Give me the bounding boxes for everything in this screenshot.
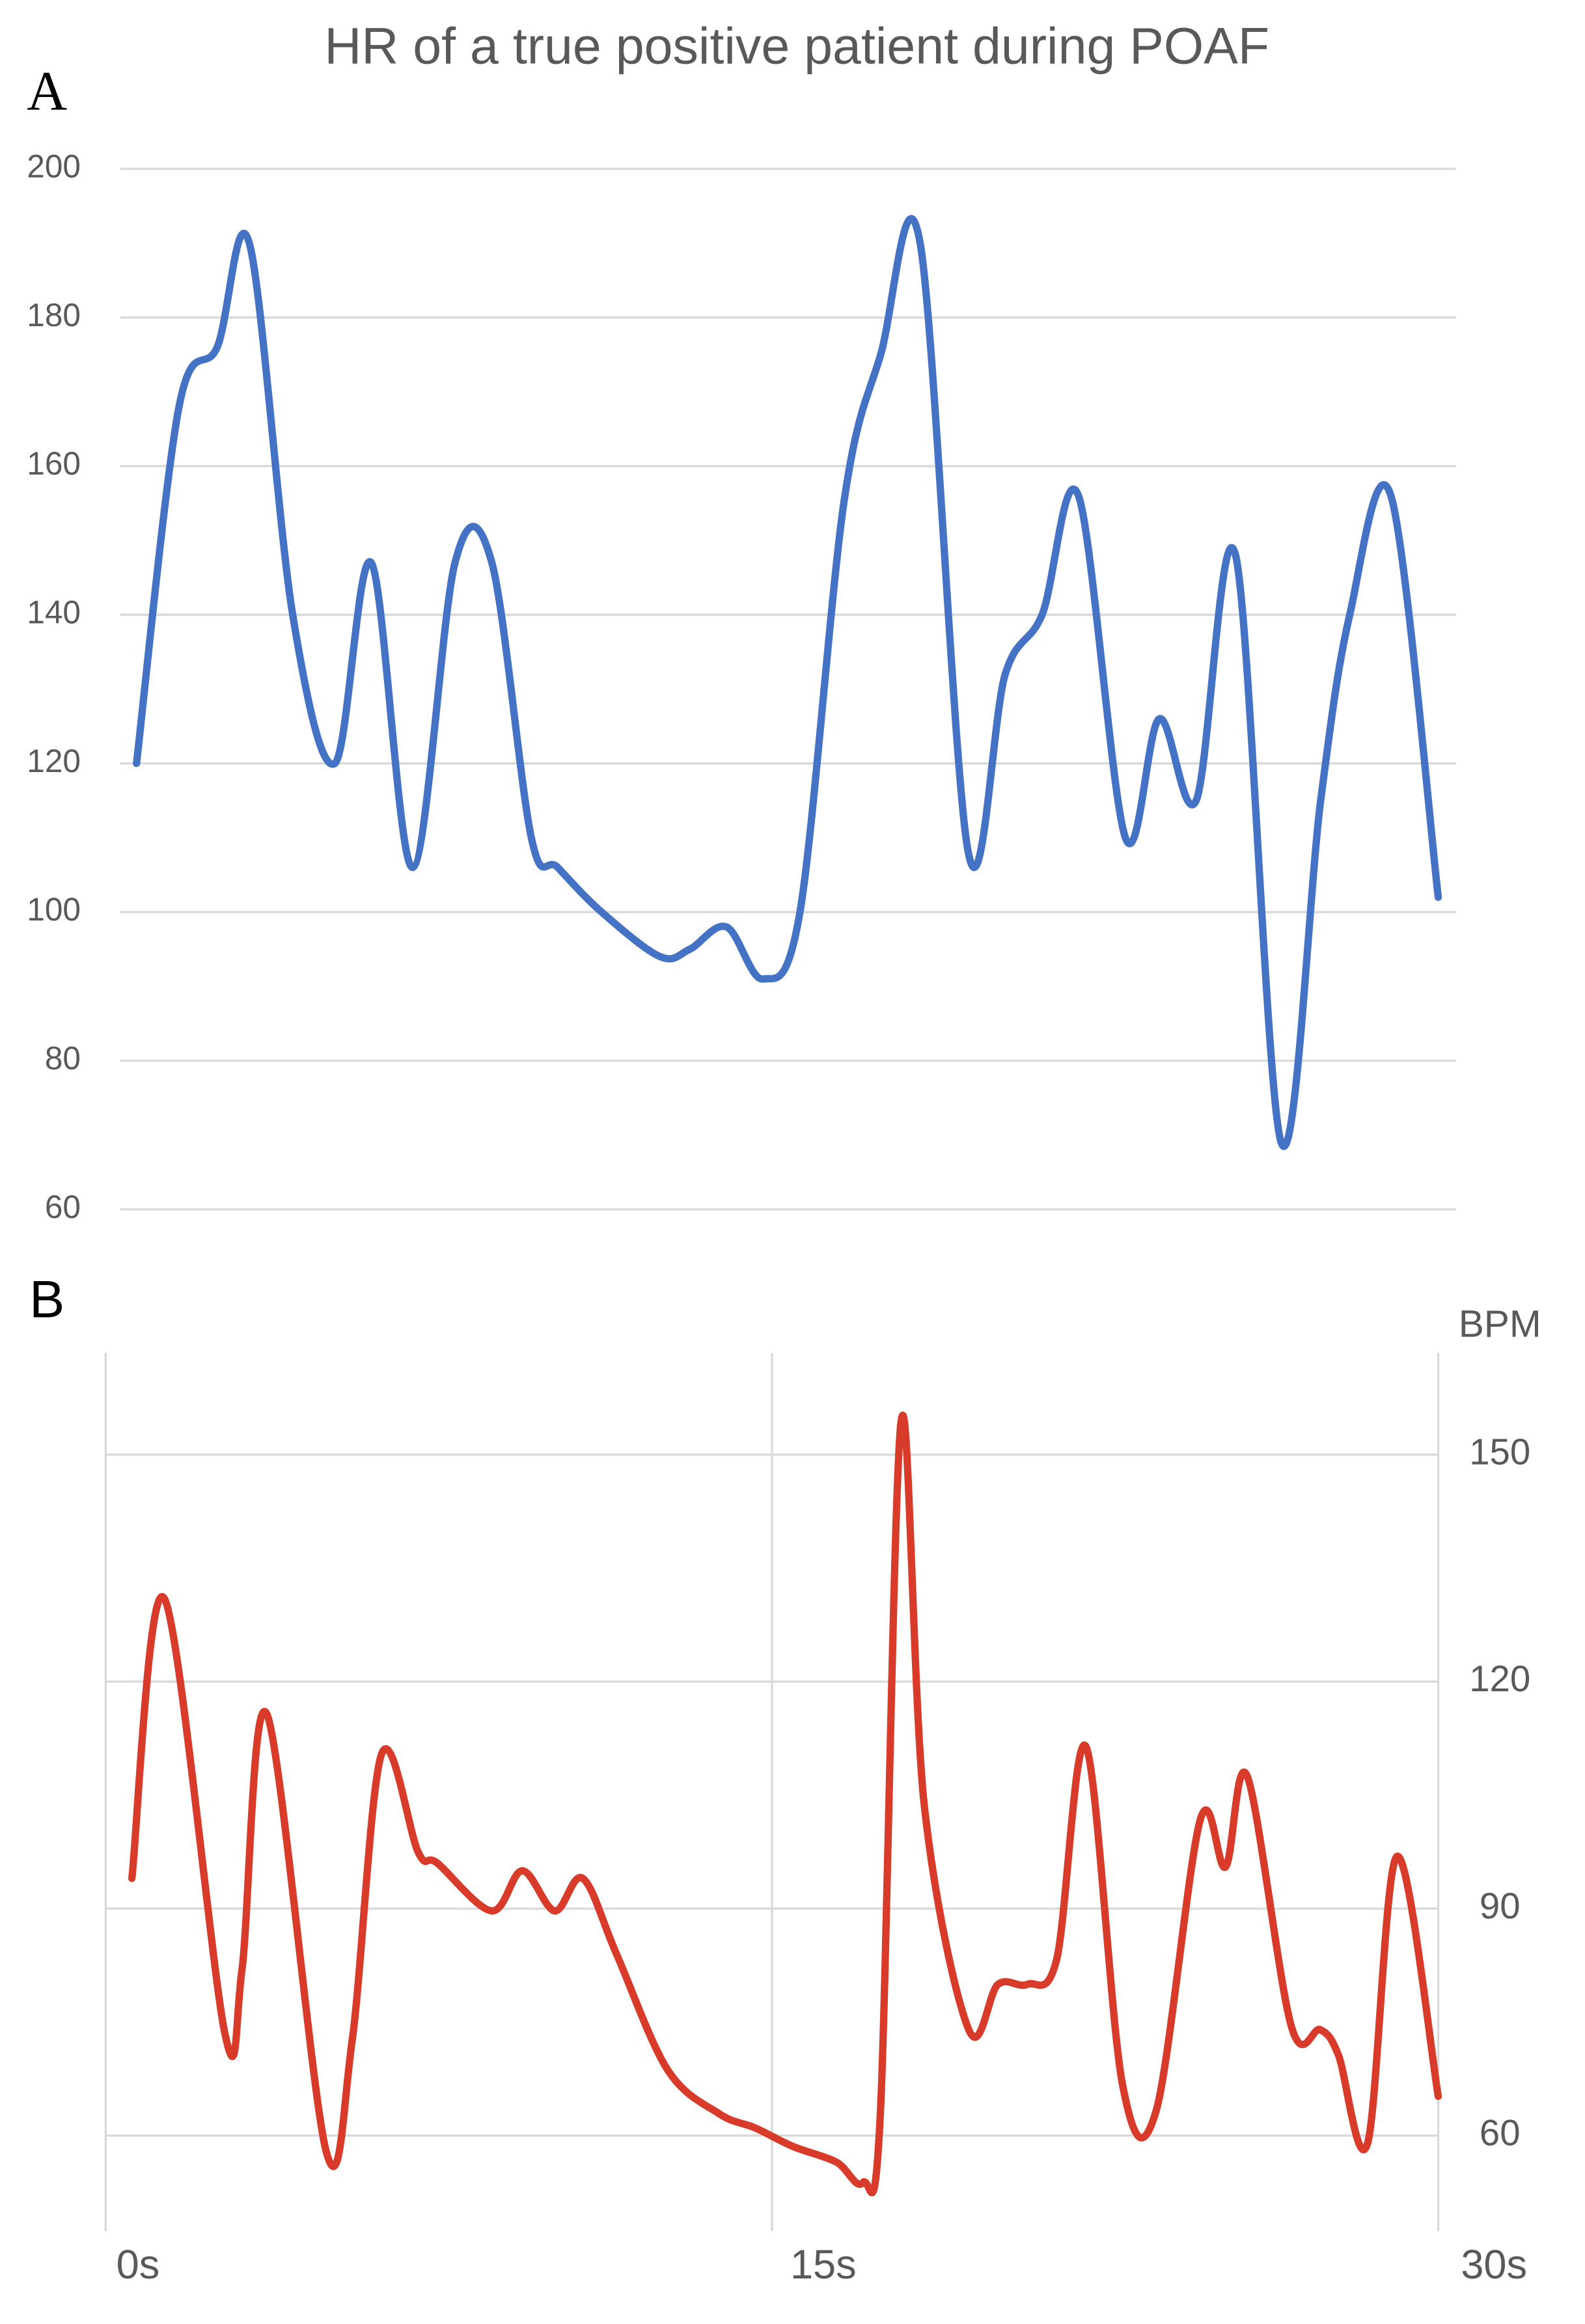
line <box>128 1411 1442 2196</box>
x-tick-label: 0s <box>117 2242 160 2288</box>
y-tick-label: 140 <box>27 594 81 630</box>
chart-title: HR of a true positive patient during POA… <box>324 18 1269 75</box>
y-tick-label: 60 <box>45 1189 81 1225</box>
panel-label: B <box>29 1271 64 1329</box>
y-tick-label: 180 <box>27 297 81 333</box>
y-tick-label: 120 <box>27 743 81 779</box>
y-tick-label: 90 <box>1480 1885 1521 1926</box>
y-tick-label: 160 <box>27 445 81 482</box>
y-axis-label: BPM <box>1459 1303 1541 1346</box>
y-tick-label: 100 <box>27 891 81 928</box>
y-tick-label: 80 <box>45 1040 81 1077</box>
x-tick-label: 15s <box>790 2242 857 2288</box>
y-tick-label: 150 <box>1469 1431 1530 1472</box>
x-tick-label: 30s <box>1461 2242 1527 2288</box>
panel-label: A <box>27 60 67 122</box>
y-tick-label: 120 <box>1469 1658 1530 1699</box>
y-tick-label: 60 <box>1480 2112 1521 2153</box>
y-tick-label: 200 <box>27 148 81 184</box>
line <box>133 215 1442 1150</box>
